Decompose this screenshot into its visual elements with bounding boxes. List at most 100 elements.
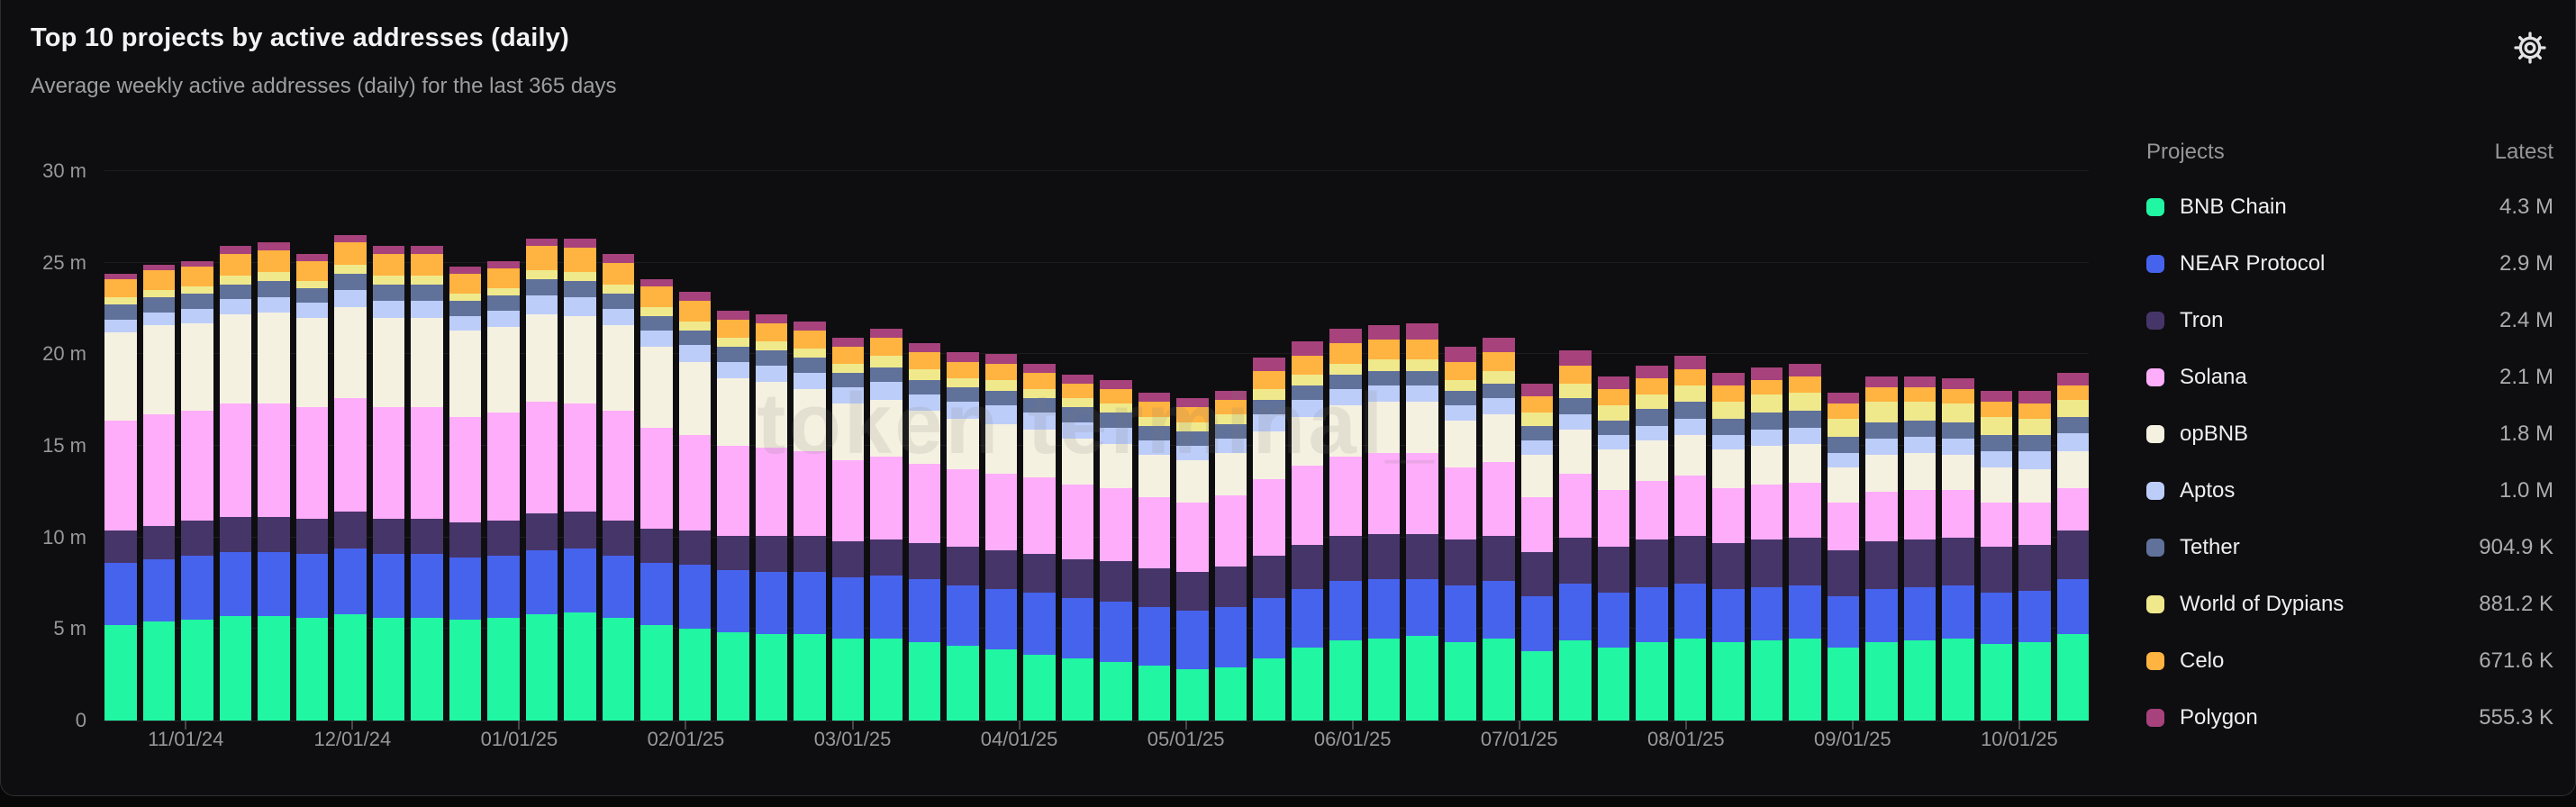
bar-segment (1176, 398, 1209, 408)
stacked-bar-week-43[interactable] (1750, 171, 1782, 721)
stacked-bar-week-20[interactable] (870, 171, 903, 721)
stacked-bar-week-24[interactable] (1023, 171, 1056, 721)
stacked-bar-week-4[interactable] (258, 171, 290, 721)
legend-item-solana[interactable]: Solana 2.1 M (2146, 349, 2553, 405)
bar-segment (947, 377, 979, 387)
stacked-bar-week-21[interactable] (908, 171, 940, 721)
bar-segment (295, 288, 328, 304)
bar-segment (411, 285, 443, 302)
bar-segment (372, 553, 404, 619)
stacked-bar-week-1[interactable] (142, 171, 175, 721)
stacked-bar-week-3[interactable] (219, 171, 251, 721)
bar-segment (602, 411, 634, 521)
stacked-bar-week-23[interactable] (984, 171, 1017, 721)
bar-segment (2018, 451, 2051, 470)
stacked-bar-week-8[interactable] (411, 171, 443, 721)
stacked-bar-week-22[interactable] (947, 171, 979, 721)
stacked-bar-week-29[interactable] (1214, 171, 1247, 721)
legend-item-bnb-chain[interactable]: BNB Chain 4.3 M (2146, 178, 2553, 235)
bar-segment (1444, 641, 1476, 721)
stacked-bar-week-47[interactable] (1903, 171, 1936, 721)
bar-segment (1712, 372, 1745, 385)
stacked-bar-week-25[interactable] (1061, 171, 1093, 721)
bar-segment (1406, 370, 1438, 385)
stacked-bar-week-15[interactable] (678, 171, 711, 721)
stacked-bar-week-27[interactable] (1138, 171, 1170, 721)
stacked-bar-week-37[interactable] (1520, 171, 1553, 721)
legend-item-polygon[interactable]: Polygon 555.3 K (2146, 689, 2553, 746)
bar-segment (525, 513, 558, 550)
bar-segment (947, 585, 979, 646)
stacked-bar-week-14[interactable] (640, 171, 673, 721)
stacked-bar-week-41[interactable] (1673, 171, 1706, 721)
legend-item-tether[interactable]: Tether 904.9 K (2146, 519, 2553, 576)
stacked-bar-week-2[interactable] (181, 171, 213, 721)
bar-segment (295, 407, 328, 520)
stacked-bar-week-0[interactable] (104, 171, 137, 721)
bar-segment (1061, 597, 1093, 658)
stacked-bar-week-7[interactable] (372, 171, 404, 721)
bar-segment (1673, 638, 1706, 721)
bar-segment (449, 273, 481, 295)
stacked-bar-week-48[interactable] (1942, 171, 1974, 721)
bar-segment (2056, 416, 2089, 433)
bar-segment (258, 551, 290, 617)
stacked-bar-week-44[interactable] (1789, 171, 1821, 721)
stacked-bar-week-46[interactable] (1865, 171, 1898, 721)
stacked-bar-week-16[interactable] (717, 171, 749, 721)
stacked-bar-week-36[interactable] (1483, 171, 1515, 721)
stacked-bar-week-38[interactable] (1559, 171, 1592, 721)
bar-segment (1023, 654, 1056, 721)
bar-segment (1444, 585, 1476, 642)
stacked-bar-week-11[interactable] (525, 171, 558, 721)
stacked-bar-week-35[interactable] (1444, 171, 1476, 721)
stacked-bar-week-28[interactable] (1176, 171, 1209, 721)
stacked-bar-week-10[interactable] (487, 171, 520, 721)
stacked-bar-week-33[interactable] (1367, 171, 1400, 721)
bar-segment (449, 558, 481, 621)
stacked-bar-week-18[interactable] (794, 171, 826, 721)
bar-segment (1100, 413, 1132, 428)
bar-segment (219, 616, 251, 721)
legend-item-world-of-dypians[interactable]: World of Dypians 881.2 K (2146, 576, 2553, 632)
legend-item-celo[interactable]: Celo 671.6 K (2146, 632, 2553, 689)
settings-button[interactable] (2512, 30, 2548, 66)
bar-segment (104, 331, 137, 421)
stacked-bar-week-19[interactable] (831, 171, 864, 721)
stacked-bar-week-6[interactable] (334, 171, 367, 721)
stacked-bar-week-50[interactable] (2018, 171, 2051, 721)
stacked-bar-week-34[interactable] (1406, 171, 1438, 721)
bar-segment (334, 242, 367, 265)
stacked-bar-week-13[interactable] (602, 171, 634, 721)
stacked-bar-week-5[interactable] (295, 171, 328, 721)
stacked-bar-week-42[interactable] (1712, 171, 1745, 721)
bar-segment (525, 614, 558, 721)
stacked-bar-week-32[interactable] (1329, 171, 1362, 721)
stacked-bar-week-9[interactable] (449, 171, 481, 721)
legend-item-opbnb[interactable]: opBNB 1.8 M (2146, 405, 2553, 462)
stacked-bar-week-26[interactable] (1100, 171, 1132, 721)
bar-segment (1444, 391, 1476, 406)
bar-segment (334, 306, 367, 399)
stacked-bar-week-30[interactable] (1253, 171, 1285, 721)
stacked-bar-week-40[interactable] (1636, 171, 1668, 721)
stacked-bar-week-12[interactable] (564, 171, 596, 721)
bar-segment (1789, 482, 1821, 538)
bar-segment (1100, 601, 1132, 662)
x-axis-tick (1851, 721, 1854, 730)
bar-segment (2056, 432, 2089, 452)
bar-segment (104, 530, 137, 564)
legend-item-aptos[interactable]: Aptos 1.0 M (2146, 462, 2553, 519)
stacked-bar-week-49[interactable] (1980, 171, 2012, 721)
stacked-bar-week-39[interactable] (1597, 171, 1629, 721)
bar-segment (2018, 544, 2051, 591)
stacked-bar-week-45[interactable] (1827, 171, 1859, 721)
stacked-bar-week-51[interactable] (2056, 171, 2089, 721)
bar-segment (1253, 657, 1285, 721)
bar-segment (295, 519, 328, 554)
legend-item-tron[interactable]: Tron 2.4 M (2146, 292, 2553, 349)
stacked-bar-week-17[interactable] (755, 171, 787, 721)
bar-segment (295, 303, 328, 318)
stacked-bar-week-31[interactable] (1291, 171, 1323, 721)
legend-item-near-protocol[interactable]: NEAR Protocol 2.9 M (2146, 235, 2553, 292)
